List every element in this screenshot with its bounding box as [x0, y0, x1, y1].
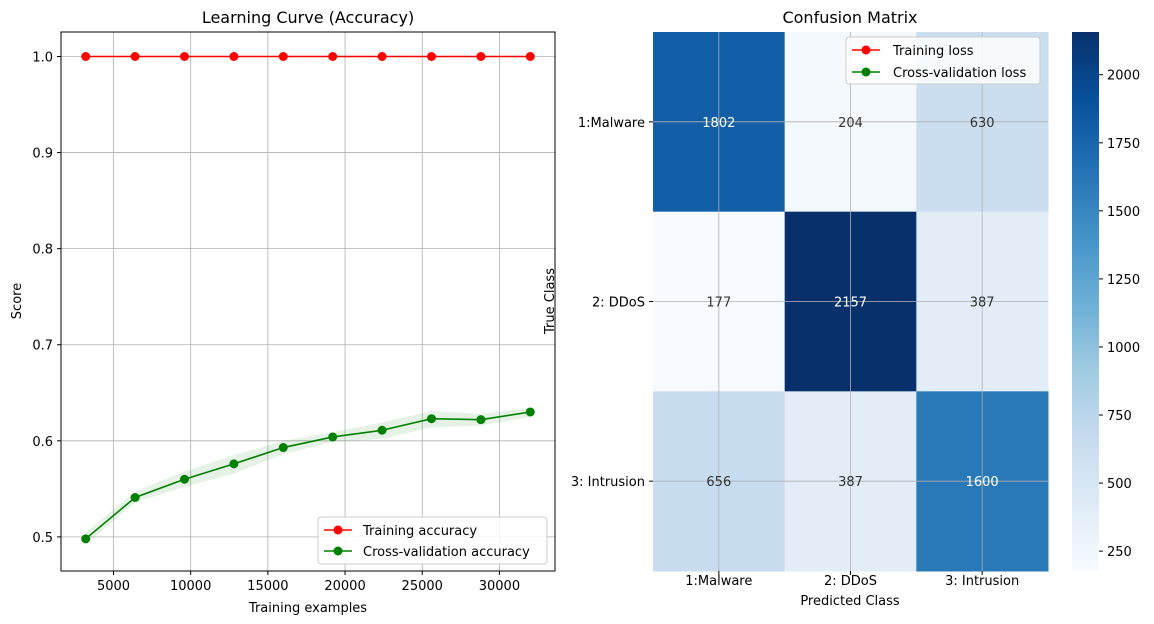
cv-accuracy-point — [229, 459, 239, 469]
x-tick-label: 3: Intrusion — [945, 574, 1019, 589]
legend-cv-accuracy-label: Cross-validation accuracy — [363, 545, 530, 560]
training-accuracy-point — [130, 52, 140, 61]
legend-box — [317, 516, 548, 565]
legend-training-loss-label: Training loss — [892, 44, 974, 59]
x-tick-label: 5000 — [97, 579, 130, 594]
confusion-matrix-grid — [653, 32, 1048, 571]
x-tick-label: 2: DDoS — [824, 574, 877, 589]
legend-cv-loss-marker — [861, 67, 871, 77]
learning-curve-legend: Training accuracy Cross-validation accur… — [317, 516, 548, 565]
matrix-cell-value: 387 — [838, 475, 863, 490]
learning-curve-ticks: 5000 10000 15000 20000 25000 30000 0.5 0.6 0.7 0.… — [32, 51, 520, 595]
training-accuracy-point — [81, 52, 91, 61]
legend-training-loss-marker — [861, 45, 871, 55]
x-tick-label: 15000 — [247, 579, 288, 594]
training-accuracy-point — [525, 52, 535, 61]
colorbar-tick-label: 1750 — [1107, 137, 1140, 152]
y-tick-label: 0.9 — [32, 147, 53, 162]
cv-accuracy-point — [525, 407, 535, 417]
x-tick-label: 30000 — [479, 579, 520, 594]
colorbar-tick-label: 500 — [1107, 477, 1132, 492]
legend-training-accuracy-marker — [333, 525, 343, 535]
matrix-cell-value: 177 — [706, 296, 731, 311]
y-tick-label: 1.0 — [32, 51, 53, 66]
cv-accuracy-point — [278, 443, 288, 453]
cv-accuracy-point — [328, 432, 338, 442]
colorbar-gradient — [1072, 32, 1099, 571]
training-accuracy-point — [476, 52, 486, 61]
confusion-matrix-legend: Training loss Cross-validation loss — [845, 36, 1041, 85]
y-tick-label: 0.6 — [32, 435, 53, 450]
y-tick-label: 2: DDoS — [592, 296, 645, 311]
cv-accuracy-std-band — [85, 408, 531, 545]
matrix-cell-value: 1802 — [702, 116, 735, 131]
confusion-matrix-ylabel: True Class — [543, 268, 558, 335]
cv-accuracy-line — [85, 411, 531, 540]
confusion-matrix-chart: Confusion Matrix 1802 204 630 177 2157 387 656… — [543, 8, 1140, 609]
learning-curve-title: Learning Curve (Accuracy) — [202, 8, 414, 27]
training-accuracy-point — [328, 52, 338, 61]
matrix-cell-value: 1600 — [966, 475, 999, 490]
colorbar-tick-label: 2000 — [1107, 69, 1140, 84]
colorbar-tick-label: 750 — [1107, 409, 1132, 424]
cv-accuracy-point — [427, 414, 436, 424]
x-tick-label: 10000 — [170, 579, 211, 594]
colorbar-tick-label: 1500 — [1107, 205, 1140, 220]
confusion-matrix-title: Confusion Matrix — [782, 8, 917, 27]
x-tick-label: 1:Malware — [685, 574, 752, 589]
legend-training-accuracy-label: Training accuracy — [362, 524, 477, 539]
training-accuracy-point — [229, 52, 239, 61]
cv-accuracy-point — [81, 534, 91, 544]
colorbar-tick-label: 1250 — [1107, 273, 1140, 288]
x-tick-label: 20000 — [324, 579, 365, 594]
matrix-cell-value: 2157 — [834, 296, 867, 311]
learning-curve-chart: Learning Curve (Accuracy) 5000 10000 15000… — [10, 8, 556, 616]
y-tick-label: 0.5 — [32, 531, 53, 546]
learning-curve-ylabel: Score — [10, 283, 25, 319]
legend-cv-loss-label: Cross-validation loss — [893, 66, 1026, 81]
training-accuracy-point — [377, 52, 387, 61]
y-tick-label: 1:Malware — [578, 116, 645, 131]
colorbar: 250 500 750 1000 1250 1500 1750 2000 — [1072, 32, 1140, 571]
learning-curve-xlabel: Training examples — [248, 601, 367, 616]
cv-accuracy-point — [476, 415, 486, 425]
legend-cv-accuracy-marker — [333, 546, 343, 556]
learning-curve-axes-frame — [60, 31, 556, 572]
colorbar-tick-label: 1000 — [1107, 341, 1140, 356]
confusion-matrix-cell-labels: 1802 204 630 177 2157 387 656 387 1600 — [702, 116, 998, 490]
cv-accuracy-point — [180, 474, 189, 484]
training-accuracy-point — [278, 52, 288, 61]
learning-curve-lines — [81, 52, 535, 544]
colorbar-ticks: 250 500 750 1000 1250 1500 1750 2000 — [1099, 69, 1140, 560]
x-tick-label: 25000 — [402, 579, 443, 594]
legend-box — [845, 36, 1041, 85]
cv-accuracy-band — [85, 408, 531, 545]
matrix-cell-value: 630 — [970, 116, 995, 131]
training-accuracy-point — [180, 52, 189, 61]
training-accuracy-point — [427, 52, 436, 61]
learning-curve-grid — [61, 32, 555, 571]
y-tick-label: 3: Intrusion — [571, 475, 645, 490]
matrix-cell-value: 656 — [706, 475, 731, 490]
cv-accuracy-point — [130, 493, 140, 502]
matrix-cell-value: 387 — [970, 296, 995, 311]
confusion-matrix-ticks: 1:Malware 1:Malware 2: DDoS 2: DDoS 3: Intru… — [571, 116, 1019, 589]
matrix-cell-value: 204 — [838, 116, 863, 131]
cv-accuracy-point — [377, 425, 387, 435]
confusion-matrix-xlabel: Predicted Class — [800, 594, 900, 609]
colorbar-tick-label: 250 — [1107, 545, 1132, 560]
y-tick-label: 0.7 — [32, 339, 53, 354]
y-tick-label: 0.8 — [32, 243, 53, 258]
